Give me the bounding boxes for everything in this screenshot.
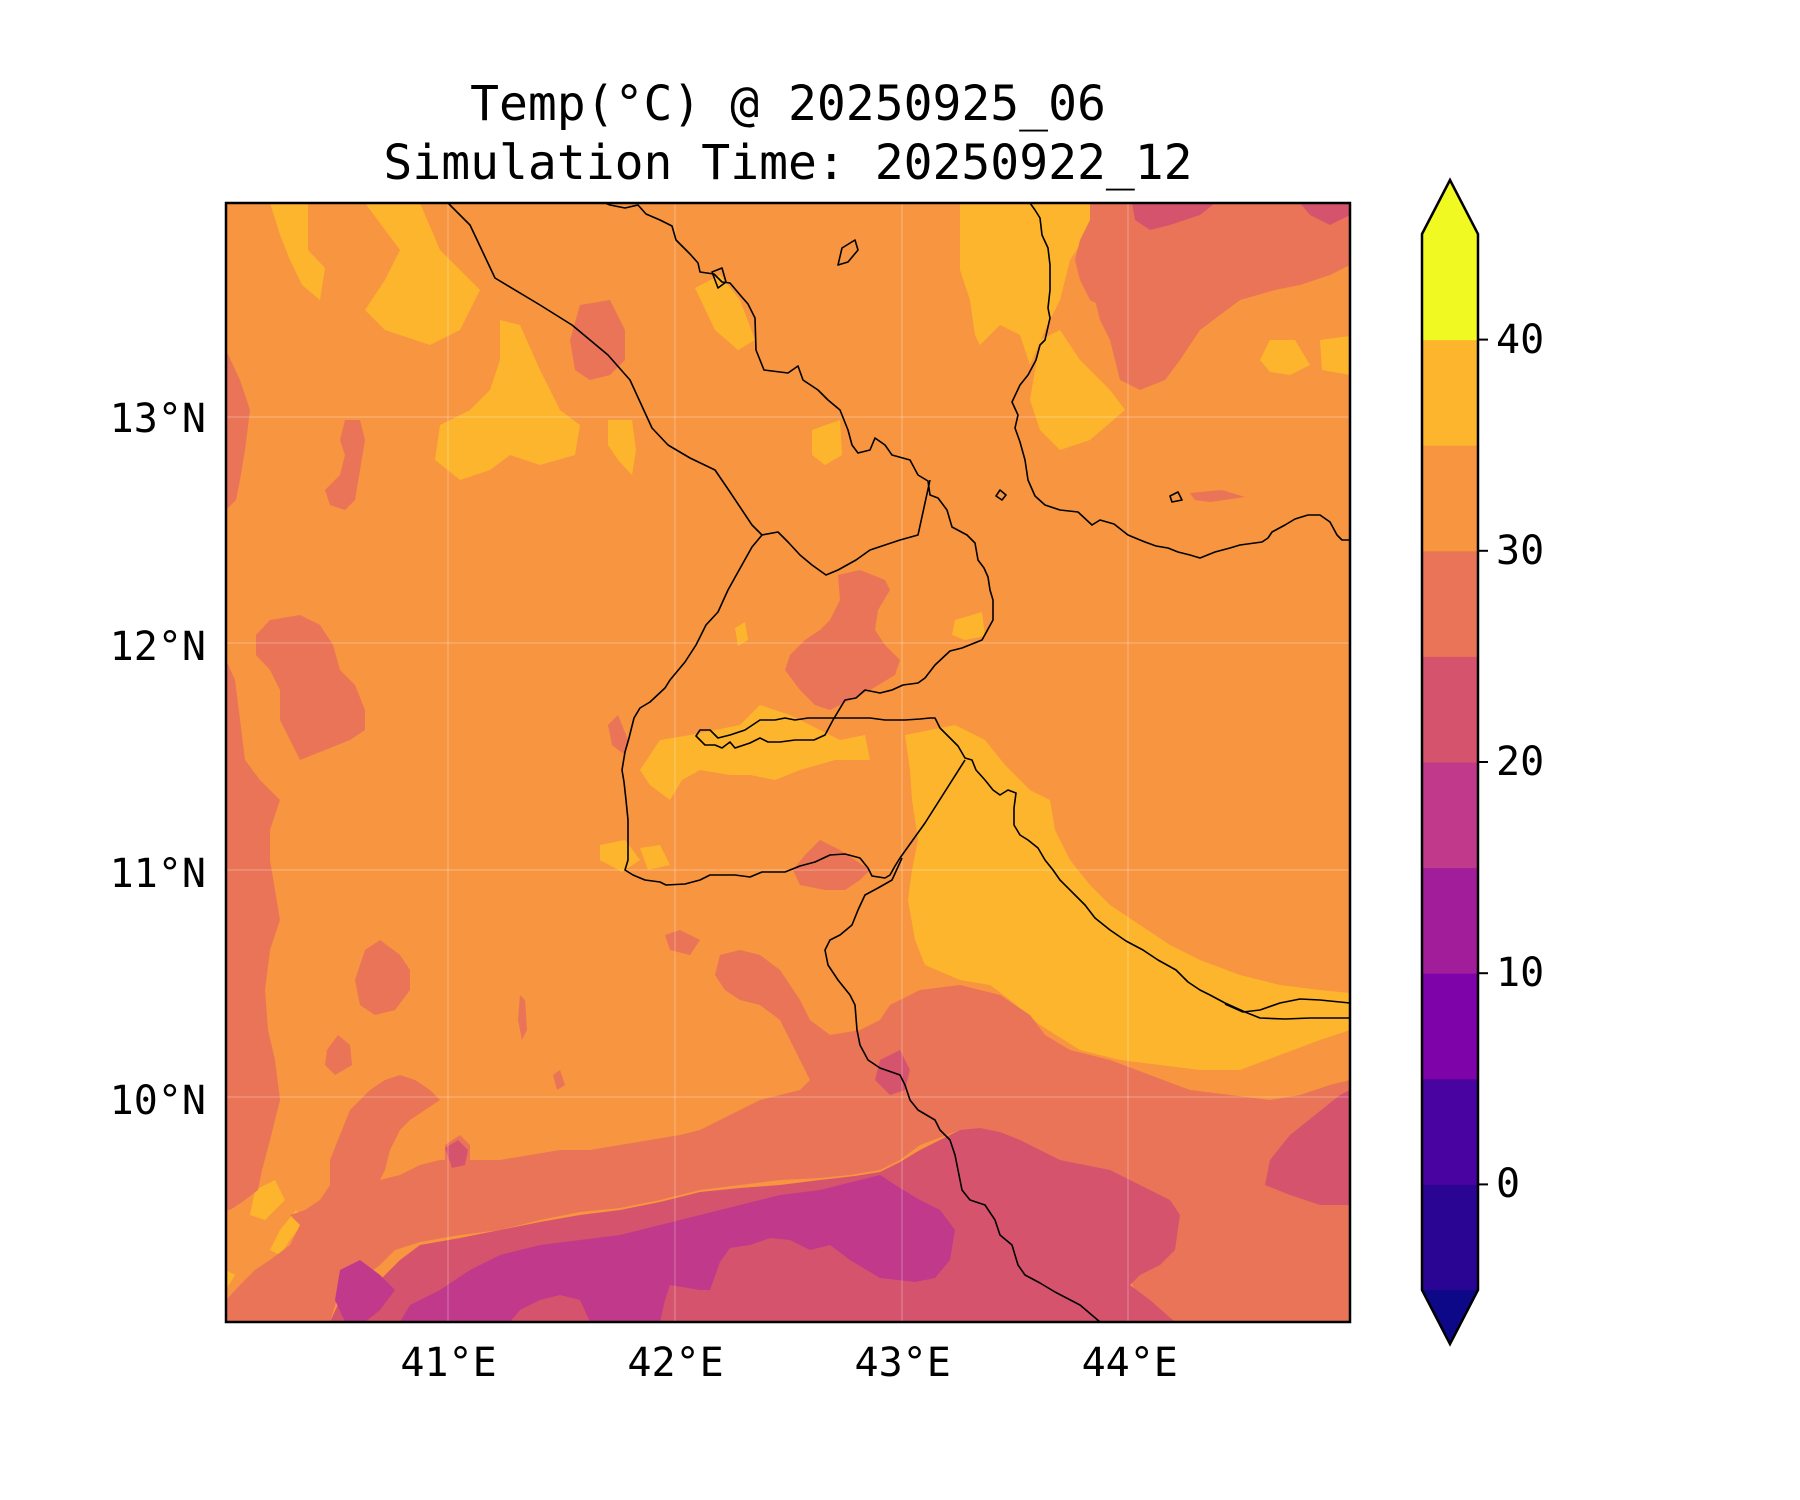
field-15-20 [335, 1175, 955, 1322]
colorbar-extend-max [1422, 180, 1478, 234]
map-frame [224, 201, 1352, 1324]
colorbar-segment [1422, 656, 1478, 763]
colorbar-segment [1422, 762, 1478, 869]
colorbar-extend-min [1422, 1290, 1478, 1344]
map-subtitle: Simulation Time: 20250922_12 [383, 135, 1193, 191]
colorbar [1420, 177, 1488, 1347]
colorbar-segment [1422, 234, 1478, 341]
lat-tick-label: 12°N [109, 623, 206, 670]
lon-tick-label: 41°E [400, 1340, 497, 1386]
lat-tick-label: 13°N [109, 396, 206, 443]
coastlines-and-borders [447, 203, 1350, 1322]
dahlak-island [837, 239, 859, 266]
somaliland-coast [1224, 998, 1350, 1013]
temperature-contour-fields [226, 203, 1350, 1322]
yemen-coast-islands [1169, 491, 1183, 503]
djibouti-eritrea-border [761, 479, 931, 576]
perim-island [995, 489, 1007, 501]
colorbar-outline [1420, 177, 1480, 1347]
colorbar-segment [1422, 973, 1478, 1080]
ethiopia-somalia-border [824, 857, 1101, 1322]
field-35-40 [226, 203, 1350, 1290]
colorbar-tick-label: 40 [1496, 316, 1545, 363]
colorbar-tick-label: 20 [1496, 739, 1545, 785]
map-title: Temp(°C) @ 20250925_06 [470, 76, 1106, 132]
field-25-30 [226, 203, 1350, 1322]
colorbar-segment [1422, 1078, 1478, 1185]
lon-tick-label: 42°E [627, 1340, 724, 1386]
colorbar-segment [1422, 445, 1478, 552]
colorbar-segment [1422, 550, 1478, 657]
colorbar-segment [1422, 339, 1478, 446]
colorbar-segment [1422, 867, 1478, 974]
lat-tick-label: 11°N [109, 850, 206, 897]
lon-tick-label: 44°E [1081, 1340, 1178, 1386]
djibouti-ethiopia-border [621, 534, 966, 886]
colorbar-tick-label: 30 [1496, 527, 1545, 574]
lon-tick-label: 43°E [854, 1340, 951, 1386]
colorbar-tick-label: 10 [1496, 950, 1545, 997]
red-sea-east-coast [1011, 203, 1350, 559]
red-sea-west-coast [604, 203, 1350, 1020]
colorbar-segment [1422, 1184, 1478, 1291]
red-sea-islands [711, 267, 727, 289]
colorbar-tick-label: 0 [1496, 1161, 1521, 1208]
lat-tick-label: 10°N [109, 1078, 206, 1125]
ethiopia-eritrea-border [447, 203, 763, 536]
